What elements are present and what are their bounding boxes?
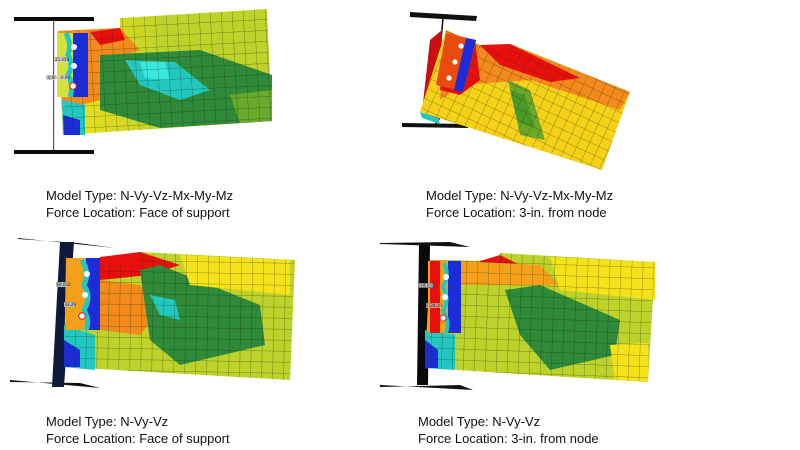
result-tag: 33.29	[65, 302, 77, 307]
result-tag: -124.20	[427, 303, 443, 308]
result-tag: 41.400	[419, 283, 433, 288]
model-type-value: N-Vy-Vz	[492, 414, 541, 429]
force-location-value: Face of support	[139, 431, 230, 446]
force-location-value: 3-in. from node	[519, 205, 607, 220]
model-type-label: Model Type:	[426, 188, 497, 203]
result-tag: 60.050	[57, 282, 71, 287]
force-location-label: Force Location:	[46, 431, 136, 446]
fea-contour-plot-2	[380, 0, 680, 175]
result-tag: -0.96	[47, 75, 58, 80]
caption-bottom-right: Model Type: N-Vy-Vz Force Location: 3-in…	[418, 413, 599, 447]
fea-contour-plot-3: 60.050 33.29	[0, 225, 300, 400]
force-location-label: Force Location:	[46, 205, 136, 220]
fea-contour-plot-4: 41.400 -124.20	[380, 225, 680, 400]
column-section	[14, 17, 94, 154]
force-location-value: 3-in. from node	[511, 431, 599, 446]
caption-top-right: Model Type: N-Vy-Vz-Mx-My-Mz Force Locat…	[426, 187, 613, 221]
model-type-label: Model Type:	[46, 188, 117, 203]
caption-bottom-left: Model Type: N-Vy-Vz Force Location: Face…	[46, 413, 230, 447]
result-tag: 25.050	[55, 57, 69, 62]
model-type-label: Model Type:	[418, 414, 489, 429]
result-tag: -0.96	[60, 75, 71, 80]
model-type-value: N-Vy-Vz-Mx-My-Mz	[120, 188, 234, 203]
fea-contour-plot-1: 25.050 -0.96 -0.96	[0, 0, 300, 170]
force-location-value: Face of support	[139, 205, 230, 220]
force-location-label: Force Location:	[418, 431, 508, 446]
force-location-label: Force Location:	[426, 205, 516, 220]
model-type-value: N-Vy-Vz-Mx-My-Mz	[500, 188, 614, 203]
model-type-value: N-Vy-Vz	[120, 414, 169, 429]
caption-top-left: Model Type: N-Vy-Vz-Mx-My-Mz Force Locat…	[46, 187, 233, 221]
model-type-label: Model Type:	[46, 414, 117, 429]
